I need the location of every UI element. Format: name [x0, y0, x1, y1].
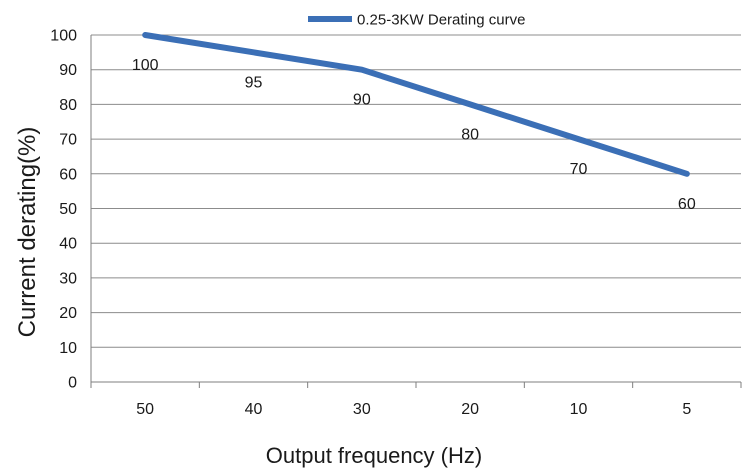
y-tick-label: 50 [59, 201, 77, 218]
y-tick-label: 70 [59, 132, 77, 149]
y-axis-title: Current derating(%) [14, 127, 41, 338]
x-tick-label: 40 [245, 401, 263, 418]
y-tick-label: 80 [59, 97, 77, 114]
y-tick-label: 90 [59, 62, 77, 79]
data-label: 60 [678, 196, 696, 213]
x-tick-label: 30 [353, 401, 371, 418]
axes [90, 35, 742, 388]
x-tick-label: 10 [570, 401, 588, 418]
y-tick-labels: 0 10 20 30 40 50 60 70 80 90 100 [50, 28, 77, 392]
data-label: 95 [245, 74, 263, 91]
x-tick-label: 50 [136, 401, 154, 418]
y-tick-label: 10 [59, 340, 77, 357]
series-line [142, 32, 690, 177]
data-label: 90 [353, 92, 371, 109]
x-axis-title: Output frequency (Hz) [266, 443, 482, 468]
series-lines [142, 32, 690, 177]
data-label: 80 [461, 126, 479, 143]
gridlines [91, 34, 741, 348]
y-tick-label: 20 [59, 305, 77, 322]
data-labels: 100 95 90 80 70 60 [132, 57, 696, 213]
x-tick-label: 5 [682, 401, 691, 418]
legend: 0.25-3KW Derating curve [308, 12, 525, 29]
y-tick-label: 30 [59, 270, 77, 287]
y-tick-label: 40 [59, 236, 77, 253]
x-tick-label: 20 [461, 401, 479, 418]
y-tick-label: 60 [59, 166, 77, 183]
data-label: 70 [570, 161, 588, 178]
x-tick-labels: 50 40 30 20 10 5 [136, 401, 691, 418]
y-tick-label: 100 [50, 28, 77, 45]
data-label: 100 [132, 57, 159, 74]
legend-label: 0.25-3KW Derating curve [357, 12, 525, 29]
y-tick-label: 0 [68, 375, 77, 392]
